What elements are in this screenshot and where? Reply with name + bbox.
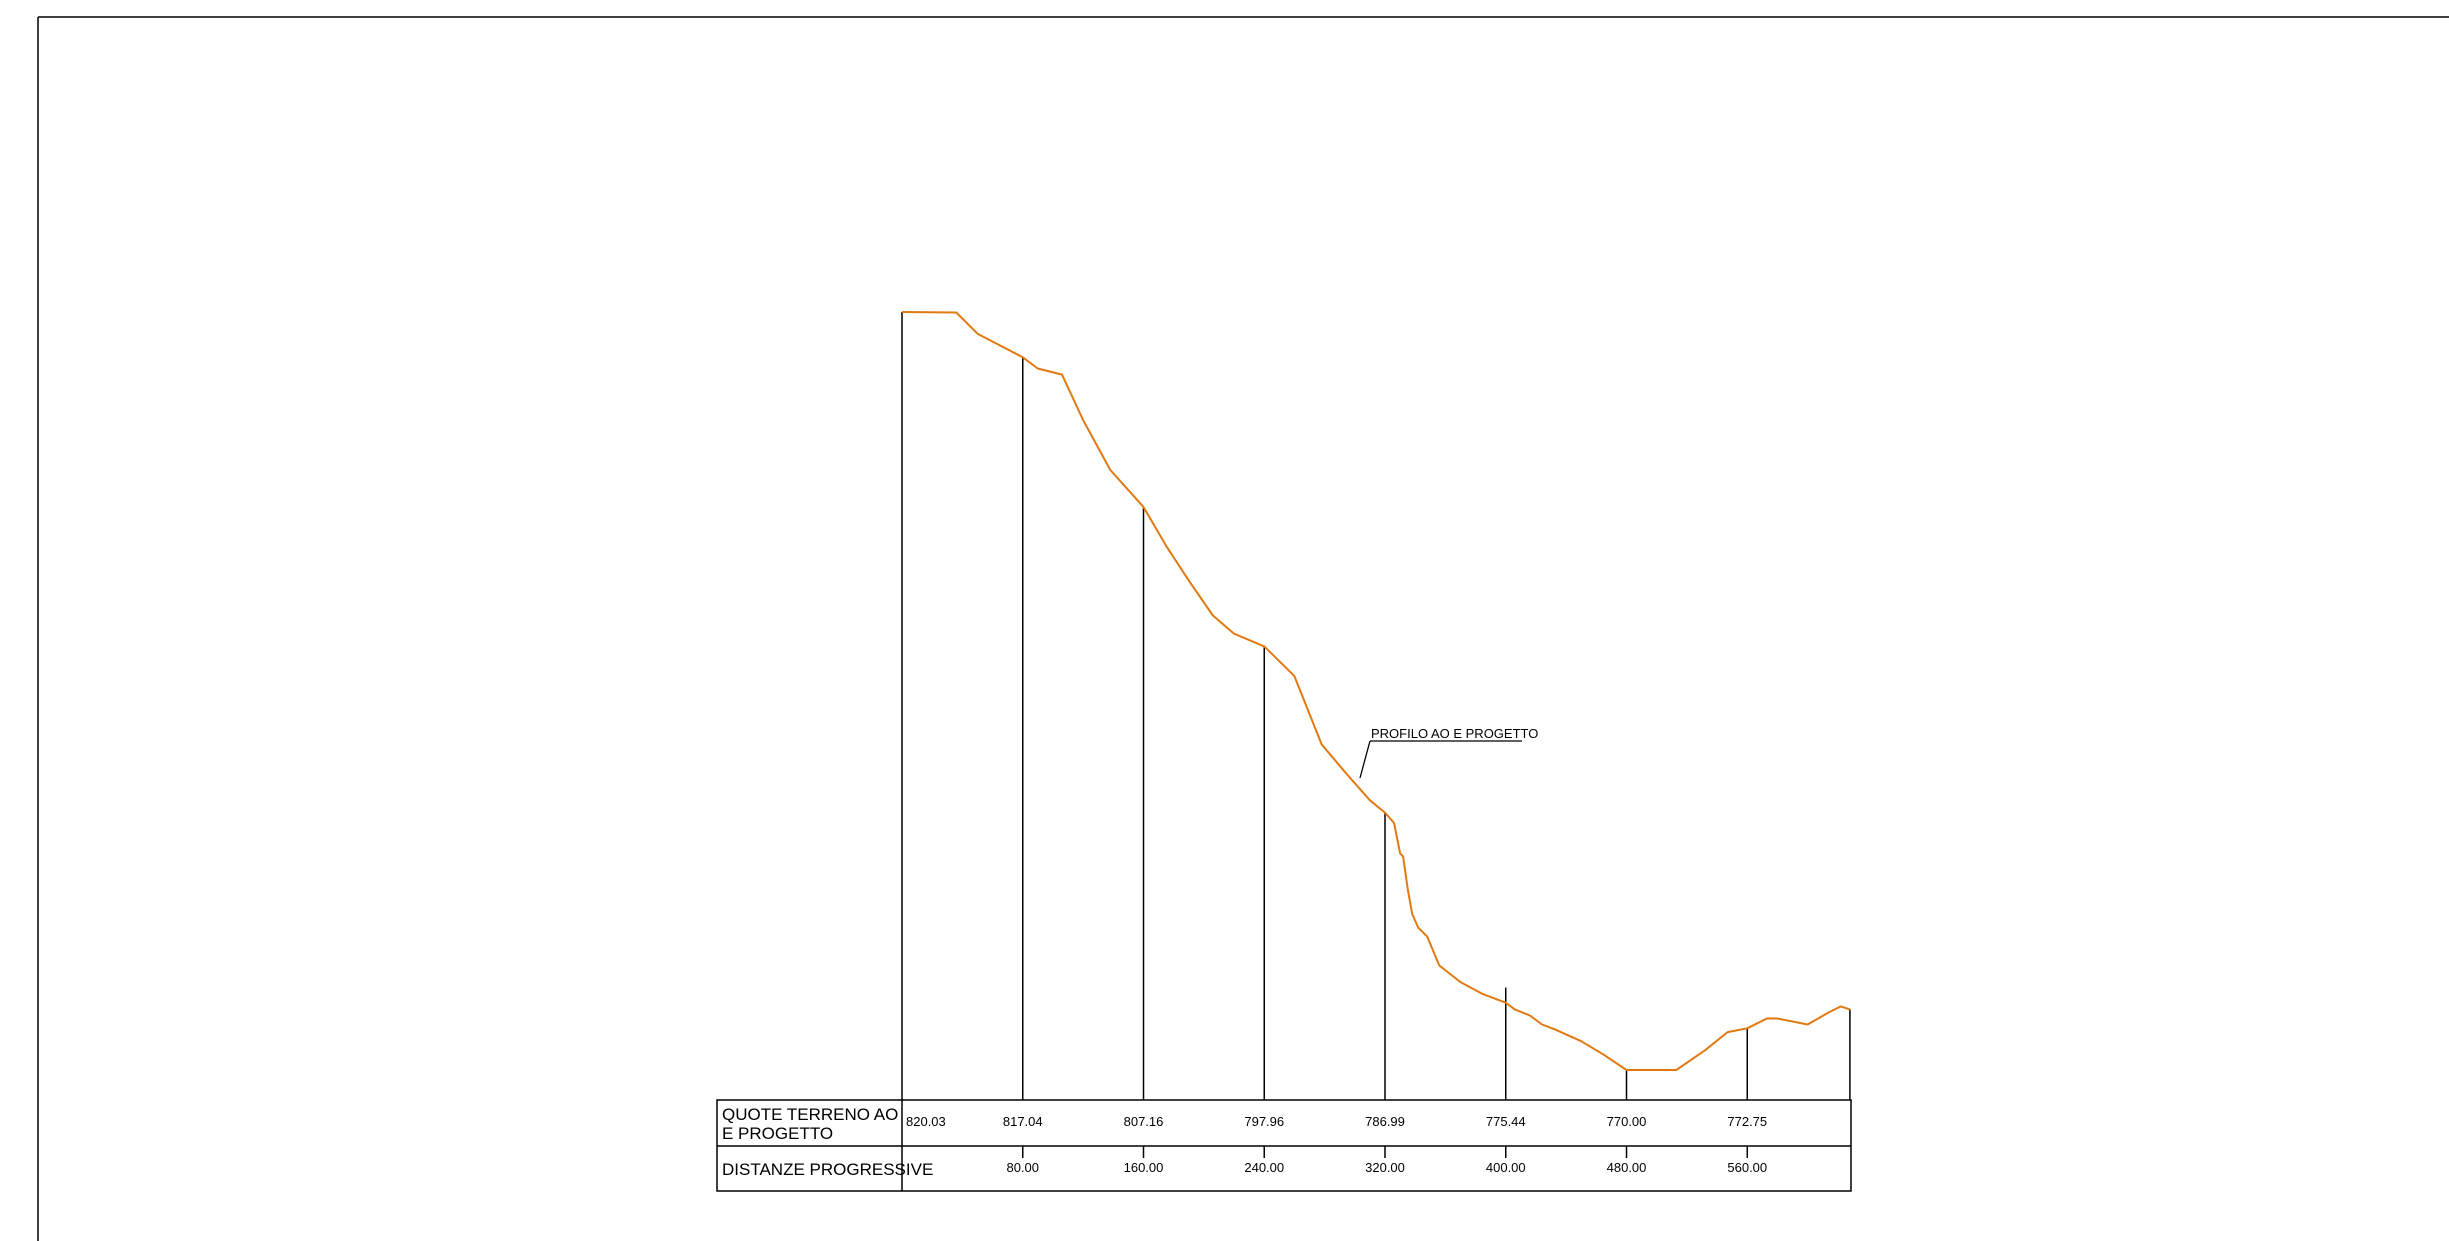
elevation-value: 820.03 (906, 1114, 946, 1129)
station-lines (901, 312, 1851, 1100)
elevation-values: 820.03 817.04 807.16 797.96 786.99 775.44 770.… (906, 1114, 1767, 1129)
distance-value: 240.00 (1244, 1160, 1284, 1175)
terrain-profile-line (901, 311, 1851, 1071)
elevation-value: 807.16 (1124, 1114, 1164, 1129)
elevation-value: 786.99 (1365, 1114, 1405, 1129)
elevation-value: 817.04 (1003, 1114, 1043, 1129)
distance-value: 400.00 (1486, 1160, 1526, 1175)
callout-text: PROFILO AO E PROGETTO (1371, 726, 1538, 741)
row-label-elevations-line2: E PROGETTO (722, 1124, 833, 1143)
row-label-elevations-line1: QUOTE TERRENO AO (722, 1105, 898, 1124)
distance-value: 560.00 (1727, 1160, 1767, 1175)
distance-value: 480.00 (1607, 1160, 1647, 1175)
distance-values: 80.00 160.00 240.00 320.00 400.00 480.00 560.0… (1006, 1160, 1767, 1175)
distance-value: 320.00 (1365, 1160, 1405, 1175)
callout-leader (1359, 740, 1371, 779)
distance-ticks (1022, 1146, 1749, 1158)
profile-callout: PROFILO AO E PROGETTO (1359, 726, 1538, 779)
elevation-value: 772.75 (1727, 1114, 1767, 1129)
elevation-value: 775.44 (1486, 1114, 1526, 1129)
elevation-value: 770.00 (1607, 1114, 1647, 1129)
elevation-value: 797.96 (1244, 1114, 1284, 1129)
data-table: QUOTE TERRENO AO E PROGETTO DISTANZE PRO… (716, 1099, 1852, 1192)
distance-value: 160.00 (1124, 1160, 1164, 1175)
distance-value: 80.00 (1006, 1160, 1039, 1175)
row-label-distances: DISTANZE PROGRESSIVE (722, 1160, 933, 1179)
